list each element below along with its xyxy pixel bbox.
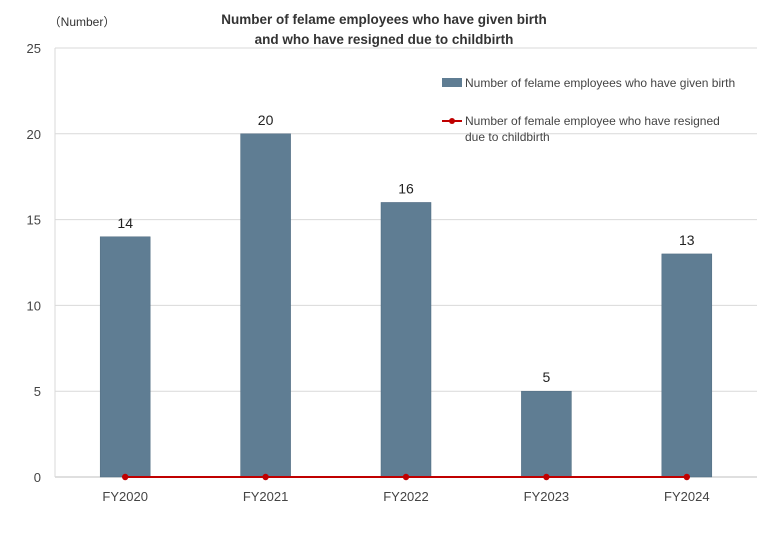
y-tick-label: 15 [27,213,41,228]
data-label-FY2022: 16 [398,180,414,196]
y-tick-label: 10 [27,298,41,313]
bar-FY2020 [99,236,151,478]
bar-FY2021 [240,133,291,478]
y-axis-label: （Number） [49,15,116,29]
data-label-FY2024: 13 [679,232,695,248]
x-tick-label: FY2023 [524,489,570,504]
legend-label-line-1: Number of female employee who have resig… [465,114,720,128]
resigned-point-FY2024 [683,473,690,481]
chart-title-line-1: Number of felame employees who have give… [221,12,547,27]
legend-label-line-2: due to childbirth [465,130,550,144]
resigned-point-FY2021 [262,473,269,481]
y-tick-label: 25 [27,41,41,56]
legend-label-bar: Number of felame employees who have give… [465,76,735,90]
data-label-FY2023: 5 [543,369,551,385]
resigned-point-FY2022 [402,473,410,481]
bar-FY2023 [521,390,572,478]
chart-title-line-2: and who have resigned due to childbirth [255,32,514,47]
x-tick-label: FY2021 [243,489,289,504]
x-tick-label: FY2022 [383,489,429,504]
legend-swatch-marker [449,118,455,124]
resigned-point-FY2023 [543,473,550,481]
legend: Number of felame employees who have give… [442,76,735,144]
bar-FY2024 [661,253,713,478]
x-tick-label: FY2024 [664,489,710,504]
resigned-point-FY2020 [122,473,129,481]
bar-FY2022 [380,202,432,478]
data-label-FY2020: 14 [117,215,133,231]
data-label-FY2021: 20 [258,112,274,128]
y-tick-label: 5 [34,384,41,399]
y-tick-label: 0 [34,470,41,485]
y-tick-label: 20 [27,127,41,142]
x-tick-label: FY2020 [102,489,148,504]
legend-swatch-bar [442,78,462,87]
